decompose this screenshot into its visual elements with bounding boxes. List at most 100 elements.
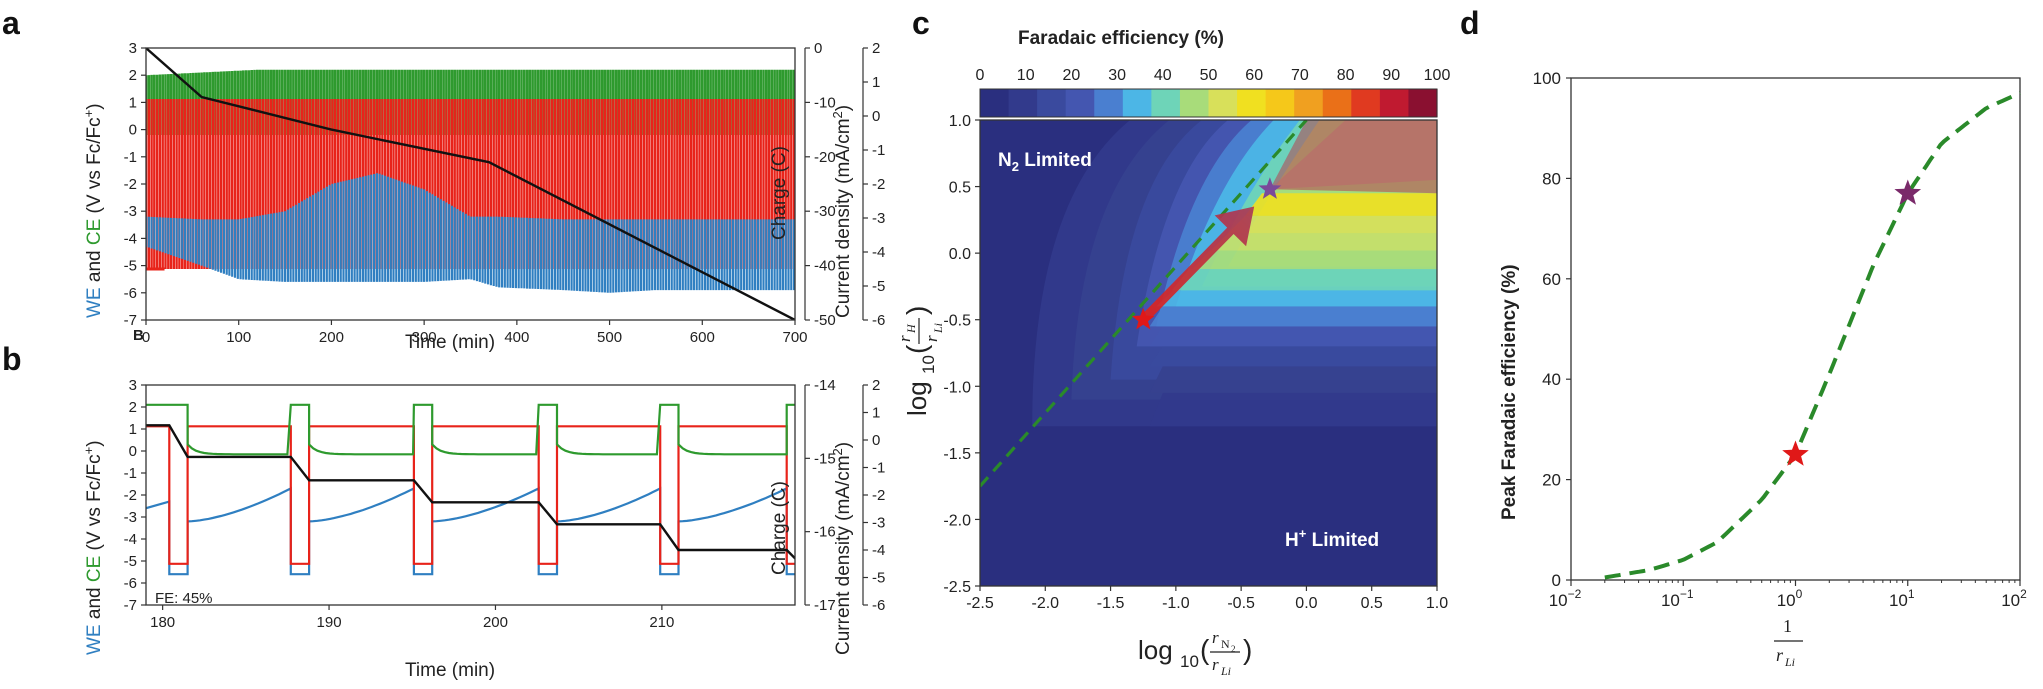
panel-a-inset-label: B xyxy=(133,327,144,344)
tick-exponent: −1 xyxy=(1680,587,1694,601)
y-num-r: r xyxy=(895,335,914,342)
tick-exponent: 1 xyxy=(1908,587,1915,601)
current-tick-label: 0 xyxy=(872,432,880,449)
y-tick-label: -6 xyxy=(124,285,137,302)
panel-a-charge-ticks: 0 -10 -20 -30 -40 -50 xyxy=(804,40,836,329)
x-tick-label: 180 xyxy=(150,614,175,631)
colorbar-swatch xyxy=(1351,89,1381,117)
current-tick-label: -4 xyxy=(872,542,885,559)
panel-c-colorbar-title: Faradaic efficiency (%) xyxy=(1018,28,1224,49)
x-tick-label: 100 xyxy=(226,329,251,346)
charge-tick-label: 0 xyxy=(814,40,822,57)
charge-tick-label: -17 xyxy=(814,597,836,614)
x-num-sub2: 2 xyxy=(1231,644,1236,654)
panel-d-y-ticks: 0 20 40 60 80 100 xyxy=(1533,69,1571,590)
x-tick-label: 600 xyxy=(690,329,715,346)
panel-b-x-label: Time (min) xyxy=(405,660,495,681)
y-tick-label: -1 xyxy=(124,149,137,166)
x-num-one: 1 xyxy=(1783,616,1792,636)
current-label-main: Current density (mA/cm xyxy=(833,118,854,318)
we-label: WE xyxy=(84,624,105,655)
y-tick-label: 60 xyxy=(1542,270,1561,289)
y-tick-label: -2.0 xyxy=(943,512,971,529)
current-tick-label: -2 xyxy=(872,176,885,193)
purple-star-marker xyxy=(1894,179,1922,205)
colorbar-frame xyxy=(979,88,1438,118)
charge-tick-label: -30 xyxy=(814,203,836,220)
colorbar-swatch xyxy=(1237,89,1267,117)
y-tick-label: 100 xyxy=(1533,69,1561,88)
fe-band-region xyxy=(1149,392,1437,427)
fe-band-region xyxy=(1228,215,1437,234)
we-label: WE xyxy=(84,287,105,318)
colorbar-tick-label: 20 xyxy=(1063,67,1081,84)
x-tick-label: 500 xyxy=(597,329,622,346)
x-num-sub: N xyxy=(1221,637,1230,651)
colorbar-swatch xyxy=(1294,89,1324,117)
x-tick-label: 300 xyxy=(412,329,437,346)
panel-a-current-label: Current density (mA/cm2) xyxy=(830,105,854,318)
y-tick-label: 2 xyxy=(129,67,137,84)
y-tick-label: -1 xyxy=(124,465,137,482)
x-tick-label: -0.5 xyxy=(1227,595,1255,612)
y-tick-label: -1.0 xyxy=(943,379,971,396)
charge-tick-label: -10 xyxy=(814,94,836,111)
h-end: Limited xyxy=(1306,530,1379,551)
current-tick-label: 1 xyxy=(872,405,880,422)
x-tick-label: 700 xyxy=(782,329,807,346)
panel-d-x-label: 1 r Li xyxy=(1774,616,1803,669)
fe-band-region xyxy=(1149,326,1437,347)
current-label-sup: 2 xyxy=(830,111,845,118)
panel-c-colorbar-ticks: 0 10 20 30 40 50 60 70 80 90 100 xyxy=(976,67,1451,84)
y-tick-label: -1.5 xyxy=(943,446,971,463)
fe-band-region xyxy=(1192,250,1437,270)
y-tick-label: -4 xyxy=(124,230,137,247)
y-tick-label: 80 xyxy=(1542,169,1561,188)
current-tick-label: -6 xyxy=(872,312,885,329)
panel-a-plot-area xyxy=(146,48,795,320)
x-paren-open: ( xyxy=(1200,634,1210,665)
ref-sup: + xyxy=(81,447,96,455)
panel-b-fe-annotation: FE: 45% xyxy=(155,590,213,607)
h-h: H xyxy=(1285,530,1299,551)
panel-a-x-label: Time (min) xyxy=(405,332,495,353)
guide-dashed-line xyxy=(980,120,1308,488)
y-tick-label: 2 xyxy=(129,399,137,416)
panel-c-colorbar xyxy=(979,88,1438,118)
colorbar-swatch xyxy=(1037,89,1067,117)
current-tick-label: -4 xyxy=(872,244,885,261)
panel-letter-d: d xyxy=(1460,5,1480,41)
current-tick-label: -5 xyxy=(872,570,885,587)
current-tick-label: 0 xyxy=(872,108,880,125)
panel-b-current-label: Current density (mA/cm2) xyxy=(830,442,854,655)
panel-d-x-ticks: 10−2 10−1 100 101 102 xyxy=(1549,580,2027,610)
charge-line xyxy=(146,48,795,320)
x-den-r: r xyxy=(1776,645,1784,665)
charge-tick-label: -14 xyxy=(814,377,836,394)
n2-end: Limited xyxy=(1019,150,1092,171)
current-tick-label: -1 xyxy=(872,460,885,477)
ref-label: (V vs Fc/Fc xyxy=(84,117,105,218)
y-tick-label: 1 xyxy=(129,421,137,438)
colorbar-swatch xyxy=(1151,89,1181,117)
panel-b-charge-label: Charge (C) xyxy=(769,481,790,575)
current-label-sup: 2 xyxy=(830,448,845,455)
tick-exponent: −2 xyxy=(1568,587,1582,601)
y-tick-label: -2 xyxy=(124,487,137,504)
panel-c-heatmap xyxy=(980,120,1437,586)
colorbar-swatch xyxy=(1065,89,1095,117)
and-label: and xyxy=(84,582,105,624)
colorbar-tick-label: 100 xyxy=(1424,67,1451,84)
we-voltage-oscillation xyxy=(146,173,795,293)
and-label: and xyxy=(84,245,105,287)
x-tick-label: -2.0 xyxy=(1031,595,1059,612)
y-tick-label: 0 xyxy=(129,443,137,460)
x-tick-label: -1.0 xyxy=(1162,595,1190,612)
colorbar-swatch xyxy=(1208,89,1238,117)
y-num-sub: H xyxy=(904,323,918,334)
panel-letter-c: c xyxy=(912,5,930,41)
fe-band-region xyxy=(1171,269,1437,291)
